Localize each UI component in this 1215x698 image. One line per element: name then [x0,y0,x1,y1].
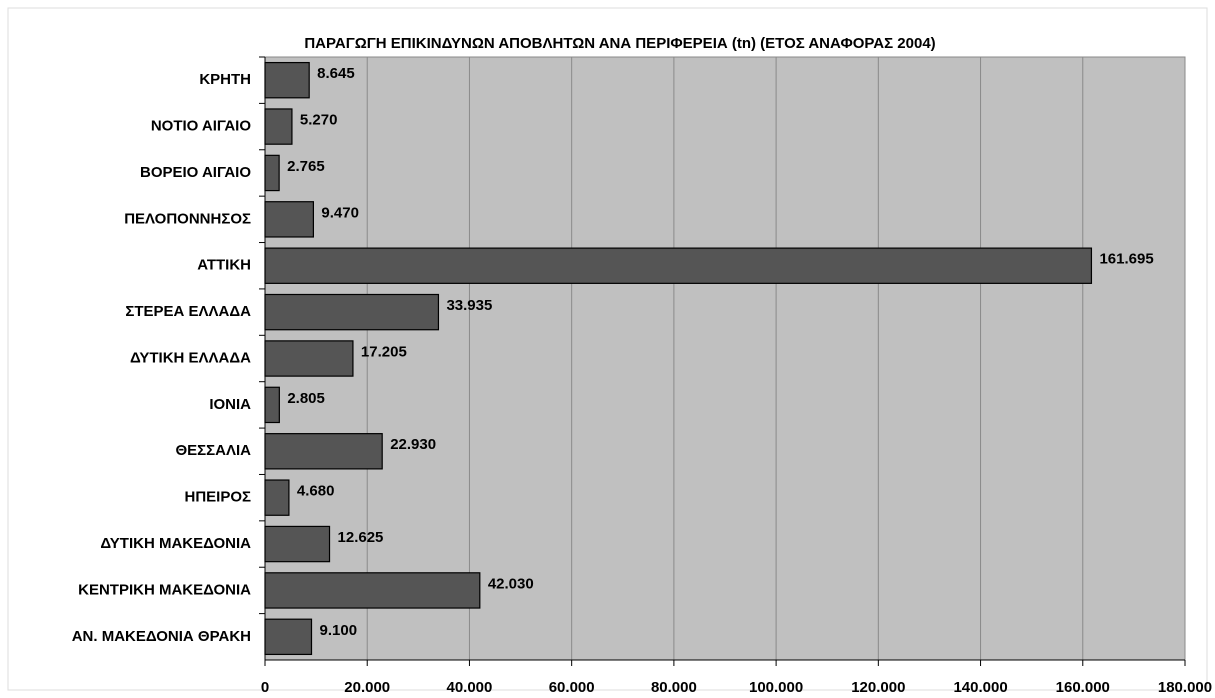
x-tick-label: 20.000 [344,679,390,696]
x-tick-label: 100.000 [749,679,803,696]
bar [264,61,310,99]
value-label: 9.470 [321,204,359,221]
value-label: 161.695 [1099,251,1153,268]
value-label: 2.765 [287,158,325,175]
y-tick-label: ΑΤΤΙΚΗ [197,257,251,274]
value-label: 12.625 [338,529,384,546]
x-tick-label: 60.000 [549,679,595,696]
value-label: 33.935 [446,297,492,314]
y-tick-label: ΔΥΤΙΚΗ ΕΛΛΑΔΑ [130,349,251,366]
y-tick-label: ΘΕΣΣΑΛΙΑ [175,442,251,459]
x-tick-label: 0 [261,679,269,696]
value-label: 22.930 [390,436,436,453]
y-tick-label: ΝΟΤΙΟ ΑΙΓΑΙΟ [151,118,251,135]
bar [264,201,315,238]
value-label: 9.100 [320,622,358,639]
bar [264,154,280,192]
bar [264,433,383,470]
bar [264,340,354,377]
y-tick-label: ΠΕΛΟΠΟΝΝΗΣΟΣ [124,210,251,227]
y-tick-label: ΑΝ. ΜΑΚΕΔΟΝΙΑ ΘΡΑΚΗ [72,628,251,645]
value-label: 4.680 [297,483,335,500]
chart-title: ΠΑΡΑΓΩΓΗ ΕΠΙΚΙΝΔΥΝΩΝ ΑΠΟΒΛΗΤΩΝ ΑΝΑ ΠΕΡΙΦ… [304,35,935,52]
y-tick-label: ΚΡΗΤΗ [199,71,251,88]
bar [264,293,440,331]
y-tick-label: ΒΟΡΕΙΟ ΑΙΓΑΙΟ [140,164,251,181]
x-tick-label: 40.000 [446,679,492,696]
bar [264,386,280,424]
value-label: 5.270 [300,112,338,129]
x-tick-label: 180.000 [1158,679,1212,696]
y-tick-label: ΗΠΕΙΡΟΣ [184,489,251,506]
bar [264,525,331,563]
y-tick-label: ΔΥΤΙΚΗ ΜΑΚΕΔΟΝΙΑ [100,535,251,552]
value-label: 17.205 [361,343,407,360]
value-label: 42.030 [488,575,534,592]
x-tick-label: 140.000 [953,679,1007,696]
y-tick-label: ΚΕΝΤΡΙΚΗ ΜΑΚΕΔΟΝΙΑ [78,581,251,598]
bar [264,108,293,145]
plot-area [264,56,1186,661]
value-label: 2.805 [287,390,325,407]
bar [264,572,481,609]
x-tick-label: 120.000 [851,679,905,696]
value-label: 8.645 [317,65,355,82]
bar [264,618,313,656]
y-tick-label: ΣΤΕΡΕΑ ΕΛΛΑΔΑ [125,303,251,320]
x-tick-label: 80.000 [651,679,697,696]
y-tick-label: ΙΟΝΙΑ [209,396,251,413]
bar [264,247,1093,284]
x-tick-label: 160.000 [1056,679,1110,696]
bar [264,479,290,516]
